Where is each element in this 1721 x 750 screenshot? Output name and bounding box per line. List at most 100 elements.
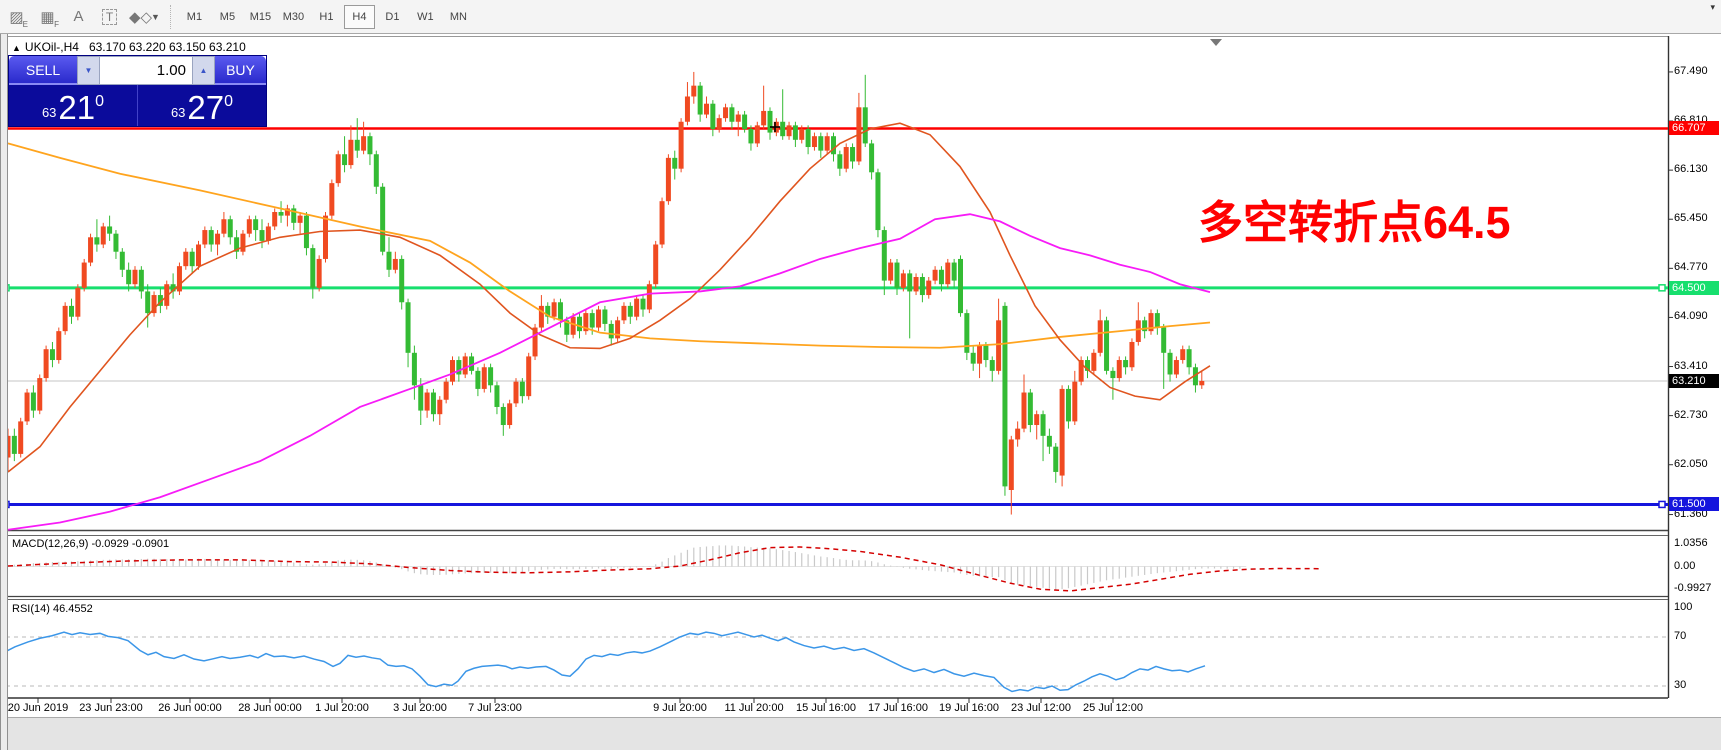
candle-body: [348, 139, 354, 166]
candle-body: [589, 313, 595, 328]
candle-body: [1154, 313, 1160, 328]
buy-button[interactable]: BUY: [215, 56, 266, 85]
candle-body: [335, 154, 341, 184]
candle-body: [215, 233, 221, 245]
candle-body: [767, 110, 773, 133]
candle-body: [1027, 392, 1033, 426]
candle-body: [405, 302, 411, 353]
candle-body: [869, 143, 875, 173]
symbol-name: UKOil-,H4: [24, 40, 79, 54]
bid-price-sup: 0: [95, 93, 105, 110]
candle-body: [183, 251, 189, 267]
candle-body: [646, 284, 652, 310]
candle-body: [30, 392, 36, 411]
volume-up-button[interactable]: ▲: [192, 56, 215, 85]
candle-body: [811, 136, 817, 148]
price-tick-label: 67.490: [1674, 64, 1708, 77]
volume-input[interactable]: [100, 56, 192, 85]
timeframe-h1[interactable]: H1: [319, 10, 334, 23]
candle-body: [684, 96, 690, 122]
arrows-tool-icon[interactable]: ◆◇: [128, 8, 153, 26]
candle-body: [1180, 349, 1186, 361]
candle-body: [1192, 367, 1198, 386]
rsi-axis-label: 70: [1674, 630, 1687, 642]
toolbar-separator: [169, 4, 172, 29]
candle-body: [1116, 360, 1122, 379]
candle-body: [545, 305, 551, 317]
candle-body: [265, 226, 271, 241]
candle-body: [37, 378, 43, 411]
candle-body: [557, 302, 563, 321]
candle-body: [507, 403, 513, 426]
candle-body: [824, 136, 830, 151]
price-tag: 61.500: [1669, 497, 1719, 512]
candle-body: [430, 392, 436, 415]
bid-price-small: 63: [41, 105, 57, 120]
candle-body: [983, 345, 989, 361]
collapse-icon[interactable]: ▲: [12, 43, 21, 53]
candle-body: [316, 258, 322, 288]
candle-body: [488, 367, 494, 386]
candle-body: [43, 349, 49, 379]
sell-button[interactable]: SELL: [9, 56, 77, 85]
candle-body: [1065, 388, 1071, 422]
chart-shift-icon[interactable]: [1210, 39, 1222, 46]
candle-body: [1186, 349, 1192, 368]
price-tick-label: 64.770: [1674, 261, 1708, 274]
price-tag: 63.210: [1669, 373, 1719, 388]
candle-body: [373, 154, 379, 187]
candle-body: [843, 147, 849, 169]
candle-body: [1091, 352, 1097, 371]
text-label-tool-icon[interactable]: T: [95, 4, 124, 30]
date-tick-label: 11 Jul 20:00: [724, 702, 784, 714]
candle-body: [1046, 435, 1052, 447]
line-handle[interactable]: [1658, 284, 1666, 292]
candle-body: [1129, 341, 1135, 368]
candle-body: [75, 287, 81, 317]
candle-body: [113, 233, 119, 252]
timeframe-d1[interactable]: D1: [385, 10, 400, 23]
candle-body: [602, 309, 608, 324]
candle-body: [926, 280, 932, 296]
candle-body: [634, 298, 640, 317]
candle-body: [132, 269, 138, 285]
candle-body: [227, 219, 233, 238]
candle-body: [837, 154, 843, 169]
candle-body: [850, 147, 856, 162]
candle-body: [723, 107, 729, 119]
timeframe-w1[interactable]: W1: [417, 10, 434, 23]
dropdown-caret-icon[interactable]: ▼: [151, 11, 160, 22]
bid-price[interactable]: 63 21 0: [9, 85, 138, 126]
candle-body: [202, 230, 208, 245]
candle-body: [284, 208, 290, 216]
candle-body: [126, 269, 132, 285]
grid-tool-icon[interactable]: ▦ F: [40, 8, 59, 29]
symbol-header: ▲ UKOil-,H4 63.170 63.220 63.150 63.210: [12, 40, 246, 54]
timeframe-mn[interactable]: MN: [449, 10, 467, 23]
candle-body: [894, 262, 900, 288]
candle-body: [996, 320, 1002, 371]
text-tool-icon[interactable]: A: [73, 8, 84, 25]
candle-body: [437, 399, 443, 415]
pattern-tool-icon[interactable]: ▨ E: [9, 8, 28, 29]
rsi-line: [2, 631, 1206, 693]
candle-body: [450, 360, 455, 382]
timeframe-m5[interactable]: M5: [219, 10, 236, 23]
timeframe-h4[interactable]: H4: [343, 4, 375, 29]
timeframe-m15[interactable]: M15: [249, 10, 272, 23]
macd-axis-label: 0.00: [1674, 559, 1696, 572]
candle-body: [1015, 428, 1021, 440]
candle-body: [342, 154, 348, 166]
rsi-indicator-label: RSI(14) 46.4552: [12, 603, 93, 615]
toolbar-overflow-icon[interactable]: ▾: [1710, 2, 1715, 12]
candle-body: [494, 385, 500, 407]
candle-body: [799, 128, 805, 140]
volume-down-button[interactable]: ▼: [77, 56, 100, 85]
candle-body: [513, 381, 519, 404]
candle-body: [392, 258, 398, 270]
line-handle[interactable]: [1658, 500, 1666, 509]
ask-price[interactable]: 63 27 0: [138, 85, 266, 126]
timeframe-m30[interactable]: M30: [282, 10, 305, 23]
timeframe-m1[interactable]: M1: [186, 10, 203, 23]
